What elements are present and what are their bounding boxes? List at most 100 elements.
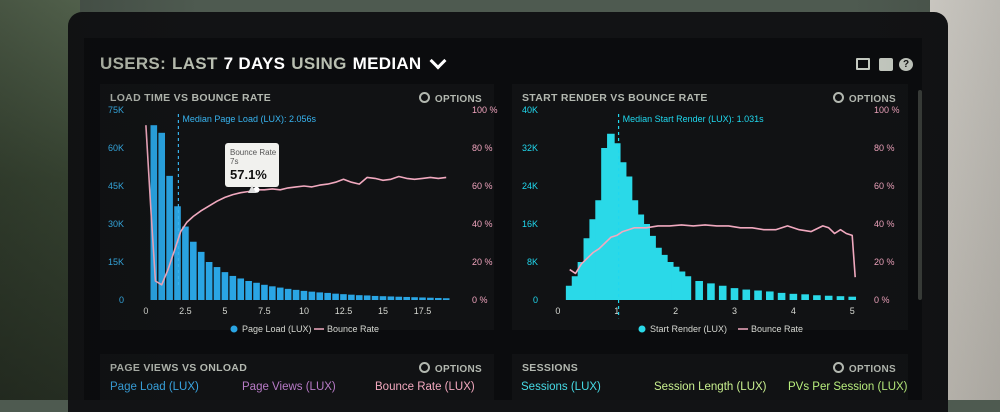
bar xyxy=(648,235,656,300)
bar xyxy=(789,293,798,300)
legend-line-label: Bounce Rate xyxy=(327,324,379,334)
sessions-panel: SESSIONS OPTIONS Sessions (LUX) Session … xyxy=(512,354,908,400)
options-label: OPTIONS xyxy=(848,364,896,375)
bar xyxy=(308,291,316,300)
y-tick-left-label: 45K xyxy=(108,181,124,191)
bar xyxy=(221,272,229,300)
bar xyxy=(595,200,603,300)
bar xyxy=(571,276,580,300)
bar xyxy=(565,285,574,300)
bar xyxy=(276,287,284,300)
legend-bounce-rate[interactable]: Bounce Rate (LUX) xyxy=(375,381,475,393)
bar xyxy=(403,296,410,300)
title-word-period: 7 DAYS xyxy=(223,54,286,73)
bar xyxy=(340,294,347,300)
bar xyxy=(205,262,213,300)
y-tick-right-label: 20 % xyxy=(472,257,493,267)
legend-sessions[interactable]: Sessions (LUX) xyxy=(521,381,601,393)
legend-session-length[interactable]: Session Length (LUX) xyxy=(654,381,767,393)
bar xyxy=(261,284,268,300)
bar xyxy=(660,254,668,300)
bar xyxy=(292,289,300,300)
dashboard-screen: USERS: LAST 7 DAYS USING MEDIAN ? LOAD T… xyxy=(84,38,922,400)
bar xyxy=(237,278,245,300)
gear-icon xyxy=(832,92,844,103)
x-tick-label: 2.5 xyxy=(179,306,192,316)
sessions-panel-title: SESSIONS xyxy=(522,362,579,374)
bar xyxy=(677,271,686,300)
page-views-options-button[interactable]: OPTIONS xyxy=(418,362,482,375)
title-word-statistic: MEDIAN xyxy=(352,54,422,73)
x-tick-label: 5 xyxy=(850,306,855,316)
median-annotation: Median Page Load (LUX): 2.056s xyxy=(182,114,316,124)
bounce-rate-line xyxy=(145,125,447,286)
y-tick-right-label: 100 % xyxy=(874,105,900,115)
help-icon[interactable]: ? xyxy=(899,58,913,71)
bar xyxy=(387,296,395,300)
y-tick-left-label: 75K xyxy=(108,105,124,115)
bar xyxy=(348,294,355,300)
load-time-panel: LOAD TIME VS BOUNCE RATE OPTIONS xyxy=(100,84,494,330)
y-tick-right-label: 60 % xyxy=(874,181,895,191)
bar xyxy=(324,292,331,300)
bar xyxy=(671,266,680,300)
bar xyxy=(363,295,371,300)
y-tick-right-label: 40 % xyxy=(874,219,895,229)
y-tick-right-label: 60 % xyxy=(472,181,493,191)
bar xyxy=(642,224,650,300)
bar xyxy=(848,296,857,300)
x-tick-label: 0 xyxy=(555,306,560,316)
bar xyxy=(607,133,615,300)
bar xyxy=(316,292,324,300)
x-tick-label: 15 xyxy=(378,306,388,316)
bar xyxy=(245,281,252,300)
y-tick-left-label: 0 xyxy=(533,295,538,305)
title-word-using: USING xyxy=(291,54,347,73)
y-tick-left-label: 30K xyxy=(108,219,124,229)
bar xyxy=(419,297,426,300)
bar xyxy=(766,291,774,300)
bar xyxy=(754,290,762,300)
bar xyxy=(300,290,308,300)
gear-icon xyxy=(418,92,430,103)
y-tick-right-label: 80 % xyxy=(874,143,895,153)
legend-page-views[interactable]: Page Views (LUX) xyxy=(242,381,336,393)
y-tick-right-label: 40 % xyxy=(472,219,493,229)
y-tick-left-label: 15K xyxy=(108,257,124,267)
bar xyxy=(158,132,166,300)
sessions-options-button[interactable]: OPTIONS xyxy=(832,362,896,375)
median-annotation: Median Start Render (LUX): 1.031s xyxy=(623,114,765,124)
y-tick-left-label: 32K xyxy=(522,143,538,153)
bar xyxy=(624,176,633,300)
legend-page-load[interactable]: Page Load (LUX) xyxy=(110,381,199,393)
load-time-panel-title: LOAD TIME VS BOUNCE RATE xyxy=(110,92,272,104)
y-tick-left-label: 8K xyxy=(527,257,538,267)
title-word-last: LAST xyxy=(172,54,218,73)
bar xyxy=(411,297,418,300)
x-tick-label: 0 xyxy=(143,306,148,316)
x-tick-label: 3 xyxy=(732,306,737,316)
bar xyxy=(577,262,586,300)
bar xyxy=(589,219,598,300)
legend-pvs-per-session[interactable]: PVs Per Session (LUX) xyxy=(788,381,908,393)
bar xyxy=(332,293,339,300)
bar xyxy=(742,289,751,300)
share-icon[interactable] xyxy=(879,58,893,71)
bar xyxy=(269,286,276,300)
dashboard-title[interactable]: USERS: LAST 7 DAYS USING MEDIAN xyxy=(100,52,446,74)
bounce-rate-line xyxy=(569,224,856,278)
bar xyxy=(284,288,292,300)
legend-bar-label: Start Render (LUX) xyxy=(650,324,727,334)
bar xyxy=(434,297,442,300)
start-render-options-button[interactable]: OPTIONS xyxy=(832,92,896,105)
monitor-icon[interactable] xyxy=(856,58,870,70)
x-tick-label: 4 xyxy=(791,306,796,316)
bar xyxy=(730,288,739,300)
scrollbar[interactable] xyxy=(918,90,922,300)
gear-icon xyxy=(832,362,844,373)
bar xyxy=(654,247,662,300)
bar xyxy=(213,267,221,300)
load-time-options-button[interactable]: OPTIONS xyxy=(418,92,482,105)
options-label: OPTIONS xyxy=(434,364,482,375)
bar xyxy=(583,238,592,300)
